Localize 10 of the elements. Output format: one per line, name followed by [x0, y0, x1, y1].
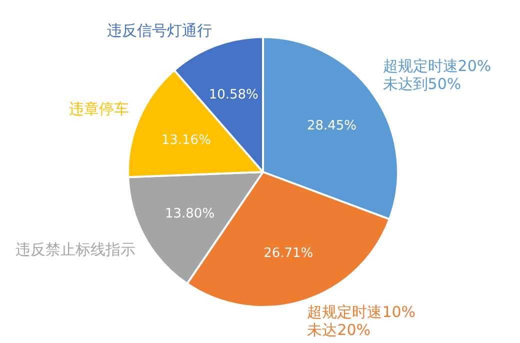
- slice-label: 违章停车: [69, 100, 130, 118]
- data-label: 28.45%: [306, 118, 357, 134]
- slice-label: 违反信号灯通行: [106, 21, 212, 40]
- data-label: 13.80%: [165, 206, 215, 222]
- data-label: 10.58%: [208, 88, 258, 103]
- slice-label: 违反禁止标线指示: [15, 240, 136, 259]
- data-label: 13.16%: [161, 132, 211, 148]
- data-label: 26.71%: [264, 246, 314, 261]
- slice-label: 超规定时速20% 未达到50%: [382, 56, 492, 93]
- slice-label: 超规定时速10% 未达20%: [307, 303, 416, 339]
